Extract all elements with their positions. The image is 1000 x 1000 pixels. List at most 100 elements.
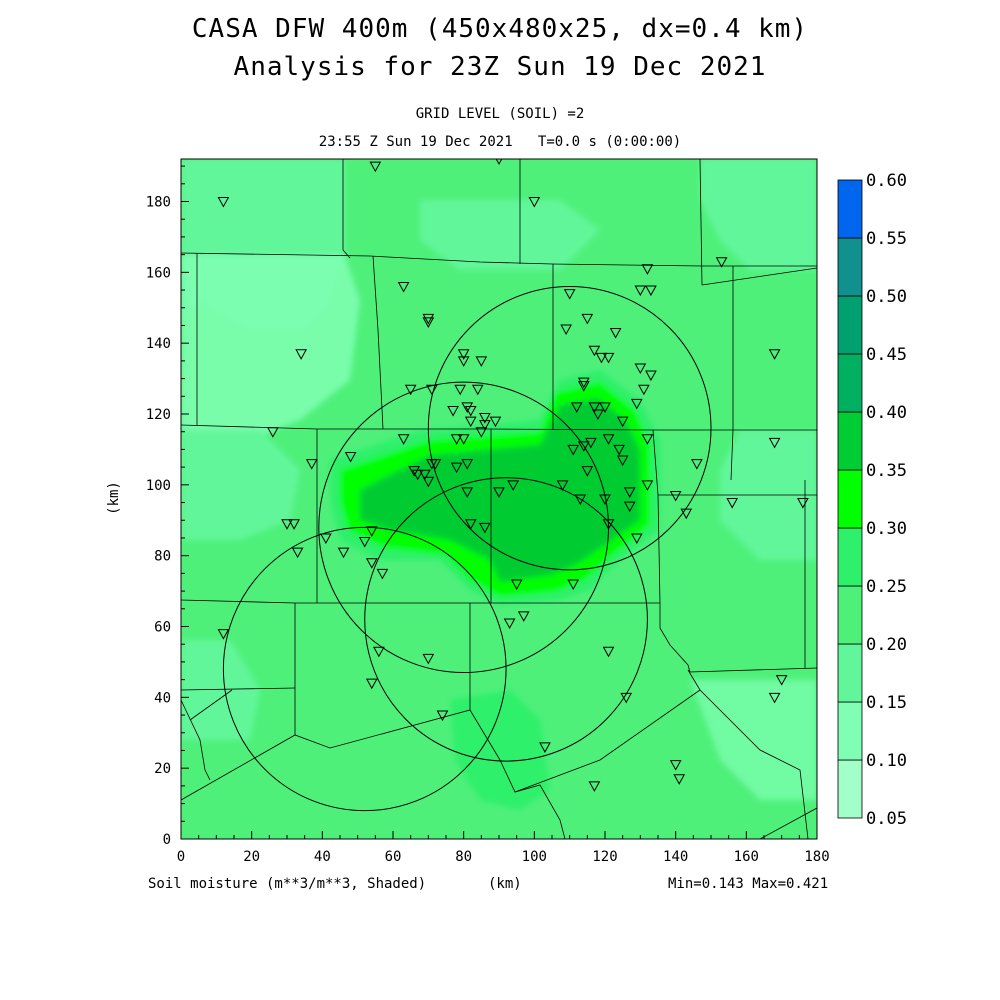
station-marker [609,328,622,339]
station-marker [479,420,491,431]
station-marker [797,498,809,509]
variable-label: Soil moisture (m**3/m**3, Shaded) [148,876,427,892]
station-marker [320,533,332,544]
station-marker [217,197,230,208]
colorbar-swatch [837,295,863,355]
station-marker [563,289,576,300]
station-marker [588,345,601,357]
station-marker [602,519,615,530]
y-axis-label: (km) [106,481,122,515]
station-marker [510,579,523,591]
station-marker [457,434,470,445]
station-marker [475,356,488,367]
station-marker [581,313,594,325]
station-marker [358,537,371,548]
station-marker [397,282,410,293]
x-axis: 0 20 40 60 80 100 120 140 160 180 [177,831,830,865]
station-marker [464,405,477,417]
valid-time-label: 23:55 Z Sun 19 Dec 2021 T=0.0 s (0:00:00… [318,134,682,150]
station-marker [450,462,463,474]
colorbar-label: 0.60 [866,171,907,191]
station-marker [479,522,491,534]
station-marker [669,490,682,502]
station-marker [479,413,491,424]
station-marker [620,692,633,704]
station-marker [634,285,647,297]
x-tick-label: 20 [243,849,260,865]
station-marker [461,487,474,498]
min-max-label: Min=0.143 Max=0.421 [668,876,829,892]
station-marker [641,434,654,445]
colorbar-label: 0.20 [866,635,907,655]
station-marker [489,416,502,428]
colorbar-swatch [837,353,863,413]
station-marker [634,363,647,374]
y-tick-label: 160 [146,265,171,281]
station-marker [493,487,505,498]
station-marker [768,349,781,360]
colorbar-swatch [837,469,863,529]
x-tick-label: 100 [522,849,547,865]
station-marker [450,434,463,445]
station-marker [267,427,279,438]
station-marker [673,774,686,785]
station-marker [503,618,516,629]
colorbar-swatch [837,759,863,819]
station-marker [556,480,569,491]
station-marker [680,508,693,520]
station-marker [408,466,421,477]
x-tick-label: 180 [804,849,829,865]
station-marker [768,692,781,704]
station-marker [577,377,590,389]
station-marker [577,381,590,392]
y-tick-label: 140 [146,336,171,352]
station-marker [457,356,470,367]
y-axis: 0 20 40 60 80 100 120 140 160 180 [146,165,189,848]
station-marker [560,324,572,336]
colorbar-label: 0.10 [866,751,907,771]
station-marker [507,480,519,491]
colorbar-label: 0.55 [866,229,907,249]
colorbar-label: 0.25 [866,577,907,597]
station-marker [574,494,587,506]
station-marker [344,452,357,463]
station-marker [461,459,474,470]
station-marker [570,402,583,413]
radar-range-rings [222,286,712,812]
x-tick-label: 0 [177,849,185,865]
station-marker [638,384,650,396]
field-wet-south [450,690,550,810]
y-tick-label: 180 [146,195,171,211]
station-marker [365,558,378,569]
station-marker [630,533,643,544]
station-marker [623,487,636,498]
colorbar-swatch [837,527,863,587]
station-marker [623,501,636,513]
station-marker [404,384,417,396]
station-marker [422,313,435,325]
field-wettest-core [360,398,640,582]
station-marker [464,416,477,428]
station-marker [369,161,382,173]
y-tick-label: 60 [154,620,171,636]
x-tick-label: 120 [592,849,617,865]
colorbar-label: 0.50 [866,287,907,307]
x-axis-label: (km) [488,876,522,892]
station-marker [217,629,230,640]
station-marker [595,352,608,364]
colorbar-swatch [837,179,863,239]
station-marker [669,760,682,771]
station-marker [539,742,551,753]
radar-ring-kmck [364,477,648,762]
observation-stations [217,159,809,792]
station-marker [630,398,643,410]
soil-moisture-field [181,159,817,839]
x-tick-label: 160 [734,849,759,865]
radar-ring-kcle [222,526,507,812]
station-marker [447,405,459,417]
station-marker [422,476,435,488]
station-marker [602,434,615,445]
station-marker [475,427,488,438]
station-marker [305,459,318,470]
station-marker [768,437,781,449]
